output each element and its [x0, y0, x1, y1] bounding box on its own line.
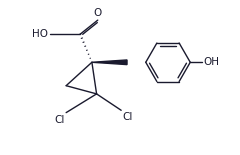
Text: O: O: [94, 8, 102, 18]
Text: OH: OH: [203, 57, 219, 67]
Polygon shape: [92, 60, 127, 65]
Text: HO: HO: [32, 29, 48, 39]
Text: Cl: Cl: [54, 115, 65, 124]
Text: Cl: Cl: [122, 112, 133, 122]
